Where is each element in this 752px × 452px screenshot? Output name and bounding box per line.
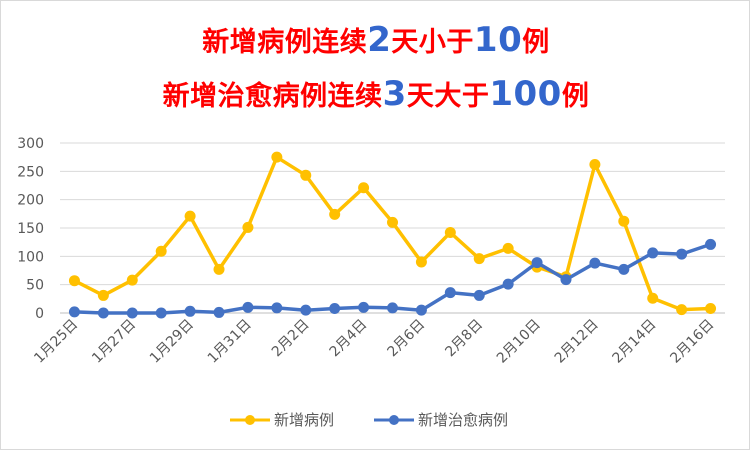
- data-point-cured-cases: [271, 302, 283, 314]
- legend-marker-new-cases: [230, 415, 270, 425]
- data-point-new-cases: [502, 242, 514, 254]
- data-point-new-cases: [473, 253, 485, 265]
- data-point-cured-cases: [126, 307, 138, 319]
- x-tick-label: 1月25日: [31, 317, 81, 367]
- y-tick-label: 0: [35, 306, 44, 322]
- x-tick-label: 2月10日: [494, 317, 544, 367]
- data-point-new-cases: [213, 263, 225, 275]
- y-tick-label: 200: [17, 193, 44, 209]
- data-point-new-cases: [618, 215, 630, 227]
- data-point-new-cases: [415, 256, 427, 268]
- y-tick-label: 150: [17, 221, 44, 237]
- data-point-cured-cases: [444, 287, 456, 299]
- data-point-new-cases: [97, 289, 109, 301]
- y-tick-label: 100: [17, 249, 44, 265]
- x-tick-label: 2月4日: [327, 317, 371, 361]
- legend-label-cured-cases: 新增治愈病例: [418, 411, 509, 429]
- data-point-cured-cases: [97, 307, 109, 319]
- x-tick-label: 1月29日: [147, 317, 197, 367]
- x-tick-label: 2月6日: [385, 317, 429, 361]
- series-line-new-cases: [73, 155, 711, 312]
- data-point-cured-cases: [242, 301, 254, 313]
- data-point-cured-cases: [358, 301, 370, 313]
- data-point-new-cases: [68, 275, 80, 287]
- data-point-cured-cases: [184, 305, 196, 317]
- data-point-new-cases: [242, 221, 254, 233]
- data-point-new-cases: [676, 304, 688, 316]
- x-tick-label: 1月31日: [205, 317, 255, 367]
- data-point-new-cases: [589, 159, 601, 171]
- legend-label-new-cases: 新增病例: [274, 411, 335, 429]
- y-tick-label: 300: [17, 136, 44, 152]
- chart-title-line-1: 新增病例连续2天小于10例: [202, 20, 550, 60]
- x-tick-label: 2月14日: [610, 317, 660, 367]
- data-point-new-cases: [358, 182, 370, 194]
- data-point-new-cases: [705, 302, 717, 314]
- chart-title-line-2: 新增治愈病例连续3天大于100例: [162, 74, 590, 114]
- data-point-cured-cases: [387, 302, 398, 314]
- data-point-cured-cases: [300, 304, 312, 316]
- chart-legend: 新增病例 新增治愈病例: [0, 408, 752, 432]
- data-point-cured-cases: [155, 307, 167, 319]
- data-point-new-cases: [271, 151, 283, 163]
- data-point-cured-cases: [329, 302, 341, 314]
- data-point-cured-cases: [531, 257, 543, 269]
- data-point-new-cases: [300, 169, 312, 181]
- data-point-cured-cases: [68, 306, 80, 318]
- y-tick-label: 250: [17, 164, 44, 180]
- data-point-cured-cases: [589, 257, 601, 269]
- data-point-new-cases: [647, 292, 659, 304]
- x-tick-label: 2月16日: [667, 317, 717, 367]
- data-point-new-cases: [329, 208, 341, 220]
- data-point-new-cases: [444, 227, 456, 239]
- data-point-cured-cases: [213, 306, 225, 318]
- data-point-cured-cases: [502, 278, 514, 290]
- legend-marker-cured-cases: [374, 415, 414, 425]
- data-point-cured-cases: [473, 289, 485, 301]
- x-tick-label: 1月27日: [89, 317, 139, 367]
- data-point-cured-cases: [415, 304, 427, 316]
- x-tick-label: 2月8日: [442, 317, 486, 361]
- data-point-new-cases: [126, 274, 138, 286]
- data-point-new-cases: [387, 216, 398, 228]
- data-point-cured-cases: [647, 247, 659, 259]
- data-point-cured-cases: [560, 274, 572, 286]
- data-point-cured-cases: [705, 238, 717, 250]
- y-tick-label: 50: [26, 278, 44, 294]
- x-tick-label: 2月2日: [269, 317, 313, 361]
- data-point-new-cases: [184, 210, 196, 222]
- x-tick-label: 2月12日: [552, 317, 602, 367]
- legend-item-new-cases: 新增病例: [228, 408, 358, 432]
- data-point-cured-cases: [676, 248, 688, 260]
- legend-item-cured-cases: 新增治愈病例: [372, 408, 542, 432]
- data-point-new-cases: [155, 245, 167, 257]
- data-point-cured-cases: [618, 263, 630, 275]
